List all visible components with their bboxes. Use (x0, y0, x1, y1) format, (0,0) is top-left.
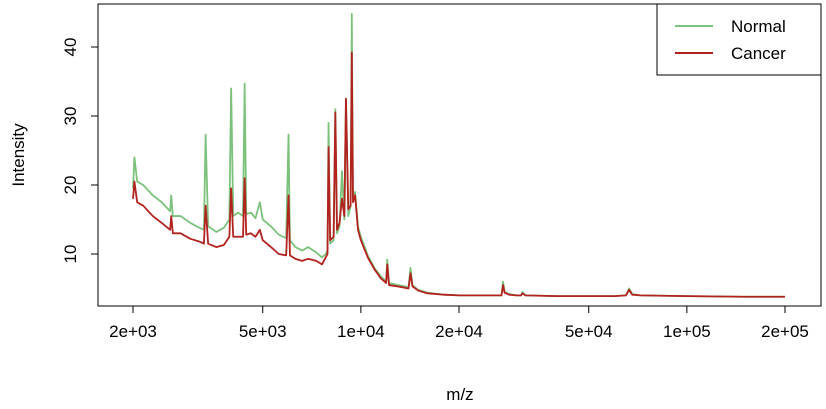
y-tick-label: 40 (61, 38, 80, 57)
x-tick-label: 2e+04 (435, 322, 483, 341)
y-axis-label: Intensity (9, 123, 28, 187)
x-tick-label: 5e+04 (565, 322, 613, 341)
legend-box (656, 3, 822, 76)
legend-label-normal: Normal (731, 17, 786, 36)
x-tick-label: 2e+05 (761, 322, 809, 341)
x-axis: 2e+03 5e+03 1e+04 2e+04 5e+04 1e+05 2e+05 (109, 305, 809, 341)
y-axis: 10 20 30 40 (61, 38, 99, 264)
x-tick-label: 2e+03 (109, 322, 157, 341)
y-tick-label: 10 (61, 245, 80, 264)
x-tick-label: 1e+04 (337, 322, 385, 341)
y-tick-label: 20 (61, 176, 80, 195)
legend: Normal Cancer (656, 3, 822, 76)
series-line-cancer (132, 51, 785, 298)
series-layer (132, 12, 785, 298)
y-tick-label: 30 (61, 107, 80, 126)
x-tick-label: 5e+03 (239, 322, 287, 341)
x-axis-label: m/z (446, 385, 473, 404)
x-tick-label: 1e+05 (663, 322, 711, 341)
legend-label-cancer: Cancer (731, 44, 786, 63)
